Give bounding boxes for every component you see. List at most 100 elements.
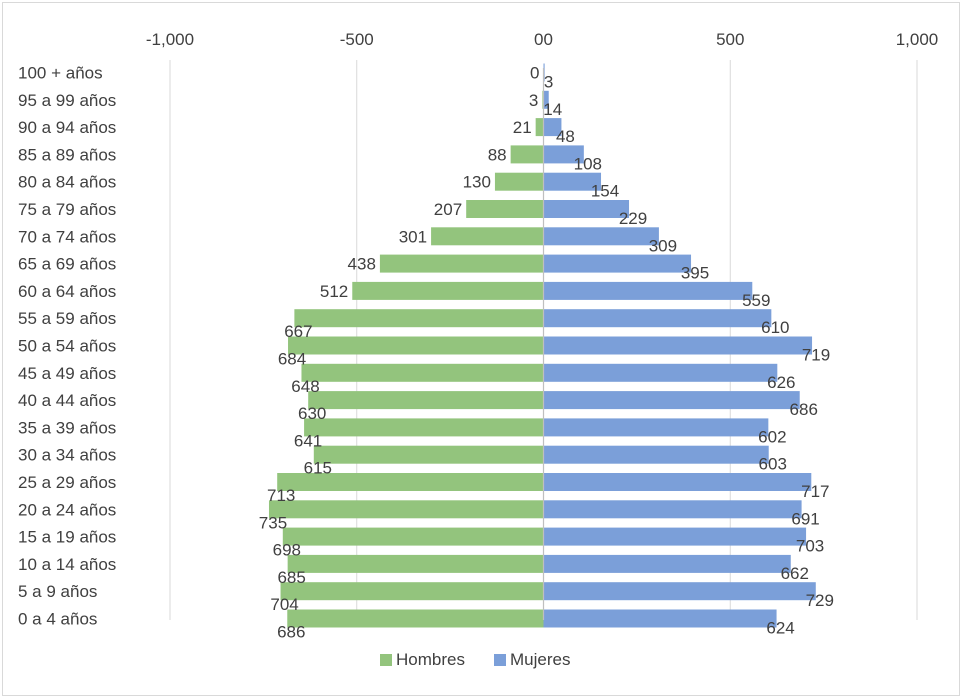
bar-hombres <box>308 391 544 410</box>
data-label-hombres: 3 <box>529 91 538 110</box>
bar-mujeres <box>543 391 800 410</box>
bar-mujeres <box>543 336 813 355</box>
bar-mujeres <box>543 118 562 137</box>
bar-mujeres <box>543 418 769 437</box>
bar-mujeres <box>543 227 659 246</box>
bar-mujeres <box>543 473 812 491</box>
data-label-hombres: 698 <box>273 541 301 560</box>
data-label-hombres: 88 <box>488 145 507 164</box>
category-label: 0 a 4 años <box>18 610 97 629</box>
data-label-hombres: 735 <box>259 513 287 532</box>
data-label-mujeres: 3 <box>544 73 553 92</box>
data-label-mujeres: 603 <box>759 455 787 474</box>
category-label: 20 a 24 años <box>18 500 116 519</box>
data-label-mujeres: 686 <box>790 400 818 419</box>
data-label-mujeres: 559 <box>742 291 770 310</box>
data-label-mujeres: 729 <box>806 591 834 610</box>
data-label-mujeres: 309 <box>649 236 677 255</box>
bar-hombres <box>287 554 544 573</box>
data-label-hombres: 130 <box>463 173 491 192</box>
x-tick-label: 500 <box>716 30 744 49</box>
legend: Hombres Mujeres <box>380 650 570 669</box>
x-tick-label: 00 <box>534 30 553 49</box>
legend-swatch-mujeres <box>494 654 506 666</box>
bar-hombres <box>287 609 544 628</box>
bar-hombres <box>352 281 544 300</box>
category-label: 50 a 54 años <box>18 337 116 356</box>
bar-hombres <box>431 227 544 246</box>
legend-label-mujeres: Mujeres <box>510 650 570 669</box>
data-label-mujeres: 719 <box>802 346 830 365</box>
bar-hombres <box>313 445 544 464</box>
category-label: 30 a 34 años <box>18 446 116 465</box>
data-label-hombres: 667 <box>284 322 312 341</box>
data-label-hombres: 713 <box>267 486 295 505</box>
data-label-hombres: 685 <box>277 568 305 587</box>
data-label-mujeres: 108 <box>574 154 602 173</box>
data-label-mujeres: 703 <box>796 537 824 556</box>
category-label: 10 a 14 años <box>18 555 116 574</box>
x-tick-label: -1,000 <box>146 30 194 49</box>
data-label-hombres: 512 <box>320 282 348 301</box>
data-label-mujeres: 624 <box>766 619 794 638</box>
bar-mujeres <box>543 554 791 573</box>
data-label-mujeres: 14 <box>543 100 562 119</box>
x-tick-label: -500 <box>340 30 374 49</box>
bar-mujeres <box>543 500 802 519</box>
data-label-hombres: 0 <box>530 64 539 83</box>
bar-mujeres <box>543 145 584 164</box>
category-label: 45 a 49 años <box>18 364 116 383</box>
bar-mujeres <box>543 254 692 273</box>
bar-hombres <box>280 582 544 601</box>
category-label: 95 a 99 años <box>18 91 116 110</box>
bar-mujeres <box>543 527 807 546</box>
data-label-mujeres: 48 <box>556 127 575 146</box>
data-label-hombres: 641 <box>294 431 322 450</box>
bar-mujeres <box>543 363 778 382</box>
data-label-hombres: 684 <box>278 350 306 369</box>
category-label: 40 a 44 años <box>18 391 116 410</box>
bars <box>268 63 816 628</box>
bar-mujeres <box>543 309 772 328</box>
bar-hombres <box>510 145 544 164</box>
bar-hombres <box>301 363 544 382</box>
data-label-mujeres: 717 <box>801 482 829 501</box>
data-label-hombres: 438 <box>348 255 376 274</box>
data-label-hombres: 704 <box>270 595 298 614</box>
category-label: 100 + años <box>18 64 103 83</box>
legend-label-hombres: Hombres <box>396 650 465 669</box>
category-label: 85 a 89 años <box>18 145 116 164</box>
data-label-mujeres: 229 <box>619 209 647 228</box>
bar-hombres <box>268 500 544 519</box>
category-label: 75 a 79 años <box>18 200 116 219</box>
data-label-hombres: 301 <box>399 227 427 246</box>
data-label-hombres: 630 <box>298 404 326 423</box>
bar-mujeres <box>543 609 777 628</box>
category-label: 5 a 9 años <box>18 582 97 601</box>
category-label: 25 a 29 años <box>18 473 116 492</box>
data-label-mujeres: 610 <box>761 318 789 337</box>
data-label-hombres: 648 <box>291 377 319 396</box>
bar-mujeres <box>543 90 549 109</box>
category-label: 55 a 59 años <box>18 309 116 328</box>
data-label-mujeres: 691 <box>791 509 819 528</box>
bar-hombres <box>466 200 544 218</box>
bar-hombres <box>535 118 544 137</box>
legend-swatch-hombres <box>380 654 392 666</box>
data-label-mujeres: 662 <box>781 564 809 583</box>
x-tick-label: 1,000 <box>896 30 939 49</box>
category-label: 90 a 94 años <box>18 118 116 137</box>
bar-mujeres <box>543 200 630 218</box>
bar-hombres <box>288 336 544 355</box>
bar-hombres <box>277 473 544 491</box>
bar-mujeres <box>543 172 602 191</box>
bar-hombres <box>494 172 544 191</box>
data-label-hombres: 615 <box>304 459 332 478</box>
category-label: 80 a 84 años <box>18 173 116 192</box>
axes: -1,000 -500 00 500 1,000 100 + años 95 a 99 añ… <box>18 30 938 629</box>
bar-hombres <box>379 254 544 273</box>
bar-hombres <box>294 309 544 328</box>
bar-hombres <box>282 527 544 546</box>
